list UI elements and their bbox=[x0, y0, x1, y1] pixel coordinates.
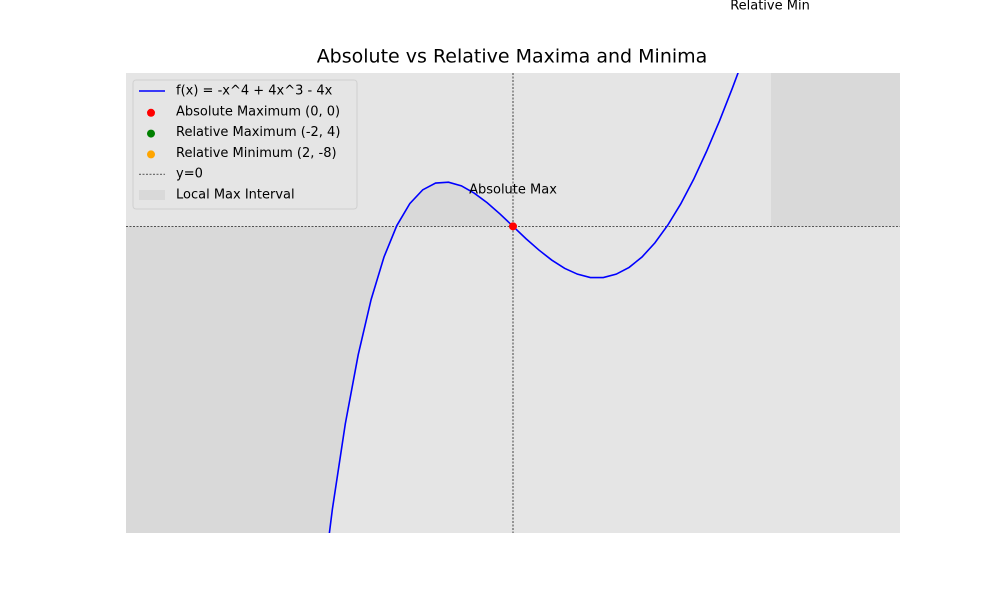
legend-marker bbox=[147, 150, 155, 159]
annotation: Absolute Max bbox=[469, 183, 557, 198]
legend-label: Local Max Interval bbox=[176, 188, 295, 203]
fill-area bbox=[771, 73, 900, 227]
plot-layer bbox=[126, 73, 900, 533]
point bbox=[509, 222, 517, 231]
legend-label: Relative Minimum (2, -8) bbox=[176, 146, 337, 161]
legend-swatch bbox=[139, 190, 165, 200]
legend-label: Absolute Maximum (0, 0) bbox=[176, 104, 340, 119]
annotation: Relative Min bbox=[730, 0, 810, 14]
fill-area bbox=[126, 182, 513, 533]
curve bbox=[328, 73, 739, 533]
legend-label: Relative Maximum (-2, 4) bbox=[176, 125, 340, 140]
legend-marker bbox=[147, 129, 155, 138]
legend-marker bbox=[147, 108, 155, 117]
chart-title: Absolute vs Relative Maxima and Minima bbox=[317, 46, 708, 68]
legend-box bbox=[132, 79, 358, 210]
legend-label: f(x) = -x^4 + 4x^3 - 4x bbox=[176, 84, 333, 99]
legend-label: y=0 bbox=[176, 167, 203, 182]
legend: f(x) = -x^4 + 4x^3 - 4x Absolute Maximum … bbox=[132, 79, 358, 210]
overlay: Absolute Max Relative Min f(x) = -x^4 + 4x… bbox=[132, 0, 810, 231]
